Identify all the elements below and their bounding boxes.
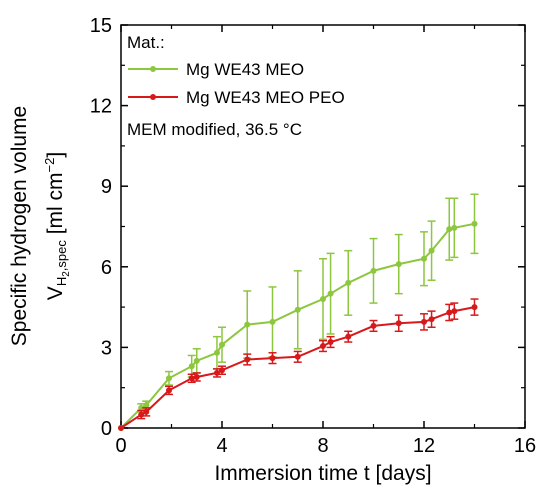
legend-label-meo: Mg WE43 MEO — [186, 60, 304, 79]
data-point — [345, 279, 352, 286]
x-tick-label: 0 — [115, 435, 126, 457]
legend: Mat.: Mg WE43 MEO Mg WE43 MEO PEO MEM mo… — [127, 33, 345, 139]
data-point — [188, 375, 195, 382]
y-axis-label-line1: Specific hydrogen volume — [8, 106, 31, 346]
ylabel-units-exp: −2 — [42, 158, 57, 173]
data-point — [395, 320, 402, 327]
data-point — [320, 343, 326, 350]
y-axis-label-formula: VH2,spec [ml cm−2] — [42, 152, 72, 300]
data-point — [143, 402, 150, 409]
data-point — [451, 308, 458, 315]
series-meo-peo — [118, 298, 479, 431]
data-point — [327, 290, 334, 297]
data-point — [446, 309, 453, 316]
x-axis-label: Immersion time t [days] — [214, 462, 431, 485]
ylabel-units-close: ] — [44, 152, 67, 158]
data-point — [219, 341, 225, 348]
data-point — [451, 224, 458, 231]
data-point — [269, 318, 276, 325]
y-axis-label: Specific hydrogen volume — [8, 106, 31, 346]
legend-note: MEM modified, 36.5 °C — [127, 120, 302, 139]
data-point — [320, 296, 326, 303]
y-tick-label: 15 — [90, 15, 112, 37]
data-point — [428, 316, 435, 323]
data-point — [471, 220, 478, 227]
ylabel-sub-spec: ,spec — [54, 240, 69, 272]
data-point — [294, 306, 301, 313]
series-layer — [118, 193, 479, 431]
data-point — [188, 363, 195, 370]
x-tick-label: 16 — [514, 435, 536, 457]
data-point — [193, 373, 200, 380]
data-point — [471, 304, 478, 311]
x-tick-label: 12 — [413, 435, 435, 457]
y-tick-label: 12 — [90, 96, 112, 118]
data-point — [213, 369, 220, 376]
data-point — [294, 353, 301, 360]
legend-marker-meo-peo — [150, 94, 156, 100]
data-point — [428, 247, 435, 254]
data-point — [421, 255, 427, 262]
data-point — [244, 356, 251, 363]
x-tick-label: 8 — [317, 435, 328, 457]
data-point — [370, 267, 377, 274]
series-meo — [118, 193, 479, 431]
axis-ticks: 0 4 8 12 16 0 3 6 9 12 15 — [90, 15, 536, 457]
data-point — [446, 226, 453, 233]
ylabel-units: [ml cm — [44, 172, 67, 240]
ylabel-v: V — [44, 286, 67, 300]
data-point — [193, 357, 200, 364]
data-point — [395, 261, 402, 268]
legend-marker-meo — [150, 66, 156, 72]
data-point — [244, 321, 251, 328]
y-tick-label: 6 — [101, 257, 112, 279]
data-point — [213, 349, 220, 356]
data-point — [165, 375, 172, 382]
legend-header: Mat.: — [127, 33, 165, 52]
data-point — [345, 333, 352, 340]
data-point — [143, 408, 150, 415]
y-tick-label: 0 — [101, 418, 112, 440]
data-point — [165, 387, 172, 394]
x-tick-label: 4 — [216, 435, 227, 457]
data-point — [118, 425, 124, 431]
data-point — [269, 355, 276, 362]
ylabel-sub-2: 2 — [61, 271, 72, 277]
data-point — [138, 411, 145, 418]
ylabel-sub-h: H — [54, 277, 69, 286]
y-tick-label: 3 — [101, 337, 112, 359]
y-tick-label: 9 — [101, 176, 112, 198]
data-point — [421, 318, 427, 325]
data-point — [219, 367, 225, 374]
data-point — [370, 322, 377, 329]
legend-label-meo-peo: Mg WE43 MEO PEO — [186, 88, 345, 107]
data-point — [327, 339, 334, 346]
y-axis-label-line2: VH2,spec [ml cm−2] — [42, 152, 72, 300]
